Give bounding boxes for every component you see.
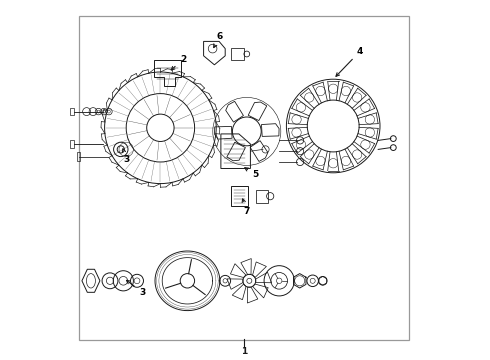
- Text: 3: 3: [122, 149, 129, 164]
- Text: 5: 5: [245, 168, 259, 179]
- Bar: [76, 152, 80, 161]
- Text: 4: 4: [336, 47, 364, 76]
- Bar: [71, 140, 74, 148]
- Text: 7: 7: [242, 199, 250, 216]
- Text: 6: 6: [214, 32, 223, 48]
- Text: 2: 2: [172, 55, 186, 70]
- Text: 3: 3: [126, 280, 146, 297]
- Bar: [71, 108, 74, 115]
- Text: 1: 1: [241, 346, 247, 356]
